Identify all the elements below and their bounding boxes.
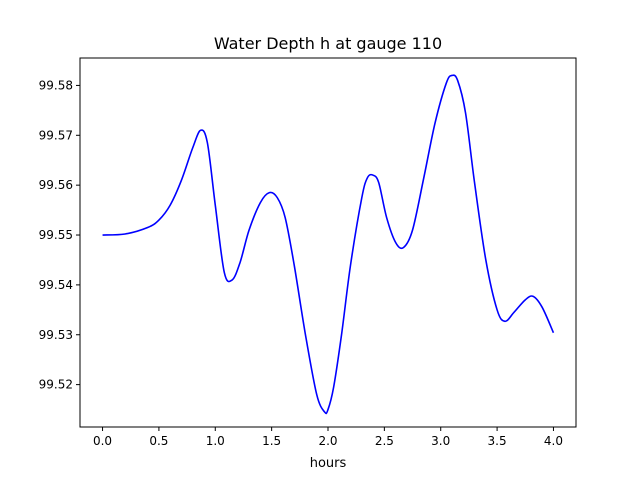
x-tick-label: 1.5: [262, 434, 281, 448]
y-tick-label: 99.55: [39, 228, 73, 242]
x-tick-label: 0.0: [93, 434, 112, 448]
y-tick-label: 99.56: [39, 178, 73, 192]
y-tick-label: 99.53: [39, 328, 73, 342]
x-tick-label: 3.0: [431, 434, 450, 448]
plot-area: [102, 74, 555, 415]
y-tick-label: 99.52: [39, 378, 73, 392]
x-tick-label: 2.5: [375, 434, 394, 448]
x-tick-label: 0.5: [149, 434, 168, 448]
x-tick-label: 2.0: [318, 434, 337, 448]
x-axis: 0.0 0.5 1.0 1.5 2.0 2.5 3.0 3.5 4.0: [93, 427, 563, 448]
chart-title: Water Depth h at gauge 110: [214, 34, 442, 53]
y-tick-label: 99.57: [39, 128, 73, 142]
x-tick-label: 3.5: [488, 434, 507, 448]
series-line-0: [102, 74, 555, 415]
y-axis: 99.52 99.53 99.54 99.55 99.56 99.57 99.58: [39, 78, 80, 392]
y-tick-label: 99.54: [39, 278, 73, 292]
x-tick-label: 1.0: [206, 434, 225, 448]
x-axis-label: hours: [310, 456, 347, 471]
x-tick-label: 4.0: [544, 434, 563, 448]
y-tick-label: 99.58: [39, 78, 73, 92]
